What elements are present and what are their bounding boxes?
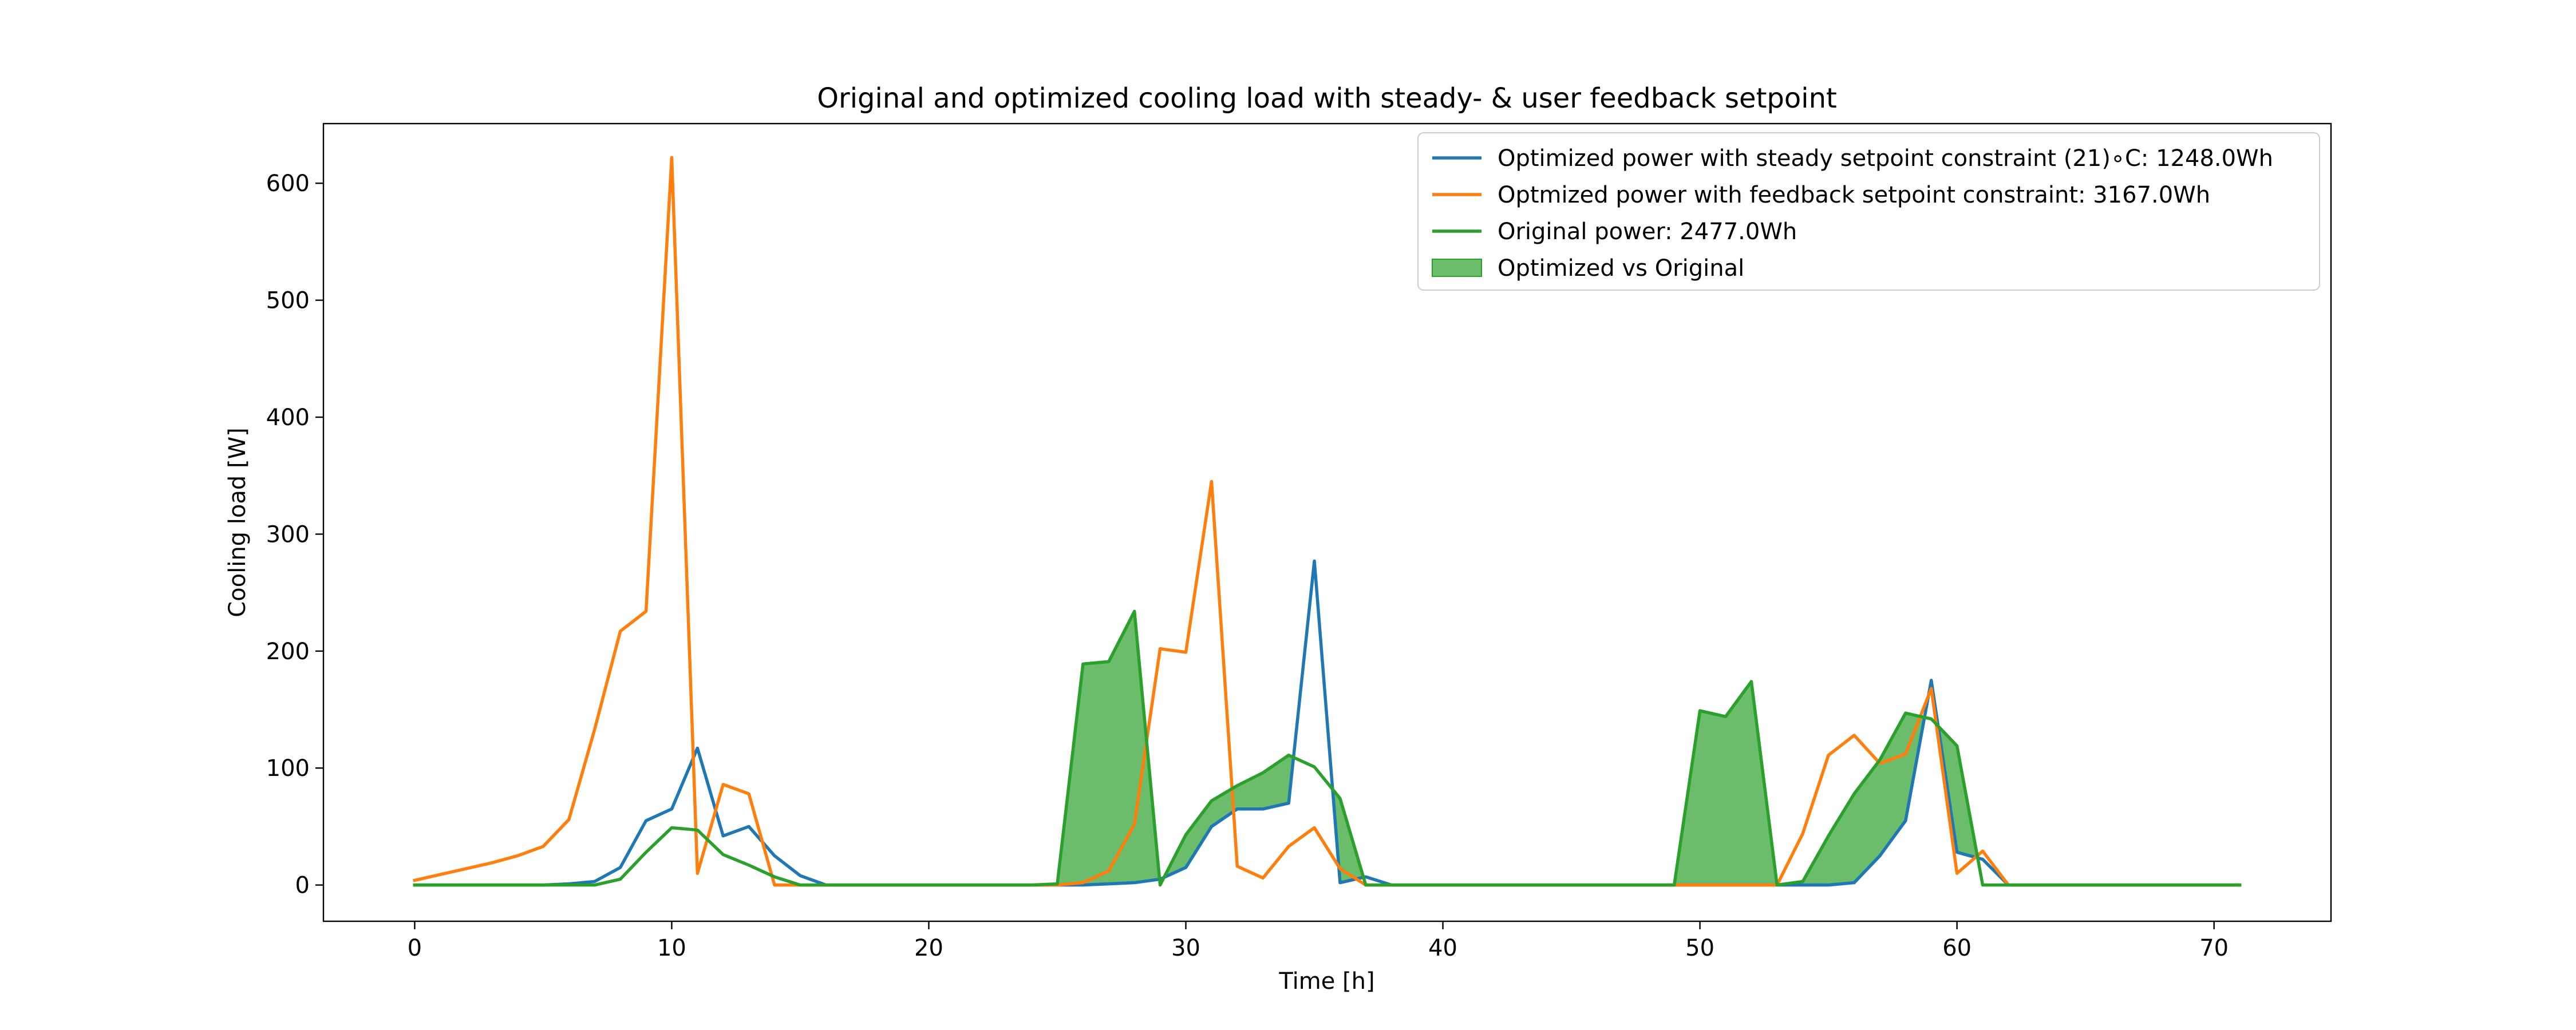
y-tick-label: 100 [266,755,310,782]
x-tick-label: 40 [1428,935,1457,961]
legend-label: Optimized vs Original [1498,255,1744,282]
legend-frame [1417,132,2320,291]
legend: Optimized power with steady setpoint con… [1417,132,2320,291]
fill-region-5 [1938,726,1978,858]
y-tick-label: 600 [266,171,310,197]
y-axis-ticks: 0 100 200 300 400 500 600 [266,171,323,899]
y-tick-label: 500 [266,288,310,314]
fill-region-1 [1164,755,1294,878]
fill-region-3 [1674,681,1777,885]
series-line-original [413,609,2242,887]
legend-items: Optimized power with steady setpoint con… [1432,145,2273,282]
y-tick-label: 300 [266,521,310,548]
x-tick-label: 50 [1685,935,1714,961]
plot-frame [322,122,2332,922]
legend-label: Optimized power with steady setpoint con… [1498,145,2273,172]
x-tick-label: 70 [2199,935,2229,961]
legend-label: Optmized power with feedback setpoint co… [1498,182,2210,208]
x-tick-label: 30 [1171,935,1200,961]
x-tick-label: 20 [914,935,943,961]
y-tick-label: 200 [266,639,310,665]
fill-layer [1032,611,1978,885]
y-tick-label: 0 [295,873,310,899]
fill-region-4 [1777,713,1925,885]
fill-region-2 [1332,789,1364,883]
x-axis-label: Time [h] [1278,968,1374,995]
chart-title: Original and optimized cooling load with… [817,82,1837,114]
series-line-feedback [413,156,2242,887]
x-tick-label: 0 [408,935,422,961]
fill-region-0 [1032,611,1160,885]
legend-label: Original power: 2477.0Wh [1498,219,1797,245]
x-tick-label: 10 [657,935,686,961]
legend-swatch-fill [1432,259,1482,277]
y-axis-label: Cooling load [W] [224,427,251,617]
lines-layer [413,156,2242,887]
x-tick-label: 60 [1942,935,1971,961]
y-tick-label: 400 [266,405,310,431]
x-axis-ticks: 0 10 20 30 40 50 60 70 [408,921,2229,961]
